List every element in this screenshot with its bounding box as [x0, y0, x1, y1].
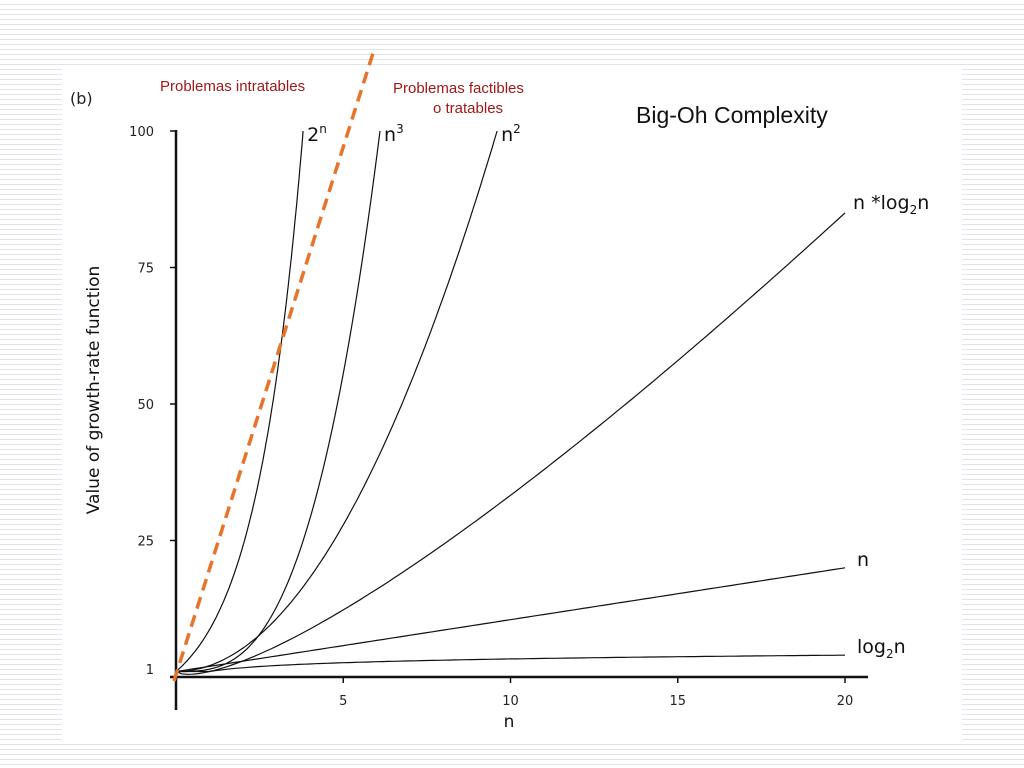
y-tick-label: 50 — [137, 398, 154, 413]
x-axis-title: n — [504, 712, 515, 732]
curve-n3 — [176, 130, 381, 673]
y-tick-label: 1 — [146, 663, 154, 678]
y-tick-label: 100 — [129, 125, 154, 140]
curve-label-2n: 2n — [307, 122, 327, 146]
x-tick-label: 5 — [339, 694, 347, 709]
x-tick-label: 10 — [502, 694, 519, 709]
axis-ticks: 5 10 15 20 1 25 50 75 100 — [129, 125, 853, 709]
curve-label-n: n — [857, 549, 869, 571]
annotation-tractable-line2: o tratables — [433, 100, 503, 117]
annotation-tractable-line1: Problemas factibles — [393, 80, 524, 97]
y-axis-title: Value of growth-rate function — [84, 266, 104, 515]
curve-n2 — [176, 130, 498, 673]
tractability-divider-line — [172, 49, 376, 682]
curve-n — [175, 567, 846, 673]
annotation-intractable: Problemas intratables — [160, 78, 305, 95]
growth-curves — [175, 130, 846, 675]
y-tick-label: 75 — [137, 262, 154, 277]
x-tick-label: 20 — [837, 694, 854, 709]
curve-2n — [175, 130, 304, 672]
curve-label-n2: n2 — [501, 122, 521, 146]
chart-title: Big-Oh Complexity — [636, 102, 828, 128]
curve-log2n — [176, 654, 845, 673]
curve-label-nlog2n: n *log2n — [853, 192, 929, 217]
y-tick-label: 25 — [137, 535, 154, 550]
curve-label-n3: n3 — [384, 122, 404, 146]
curve-label-log2n: log2n — [857, 636, 906, 661]
curve-labels: 2n n3 n2 n *log2n n log2n — [307, 122, 929, 661]
curve-nlog2n — [175, 212, 846, 675]
panel-label: (b) — [70, 89, 93, 108]
slide-panel — [62, 68, 962, 740]
x-tick-label: 15 — [669, 694, 686, 709]
